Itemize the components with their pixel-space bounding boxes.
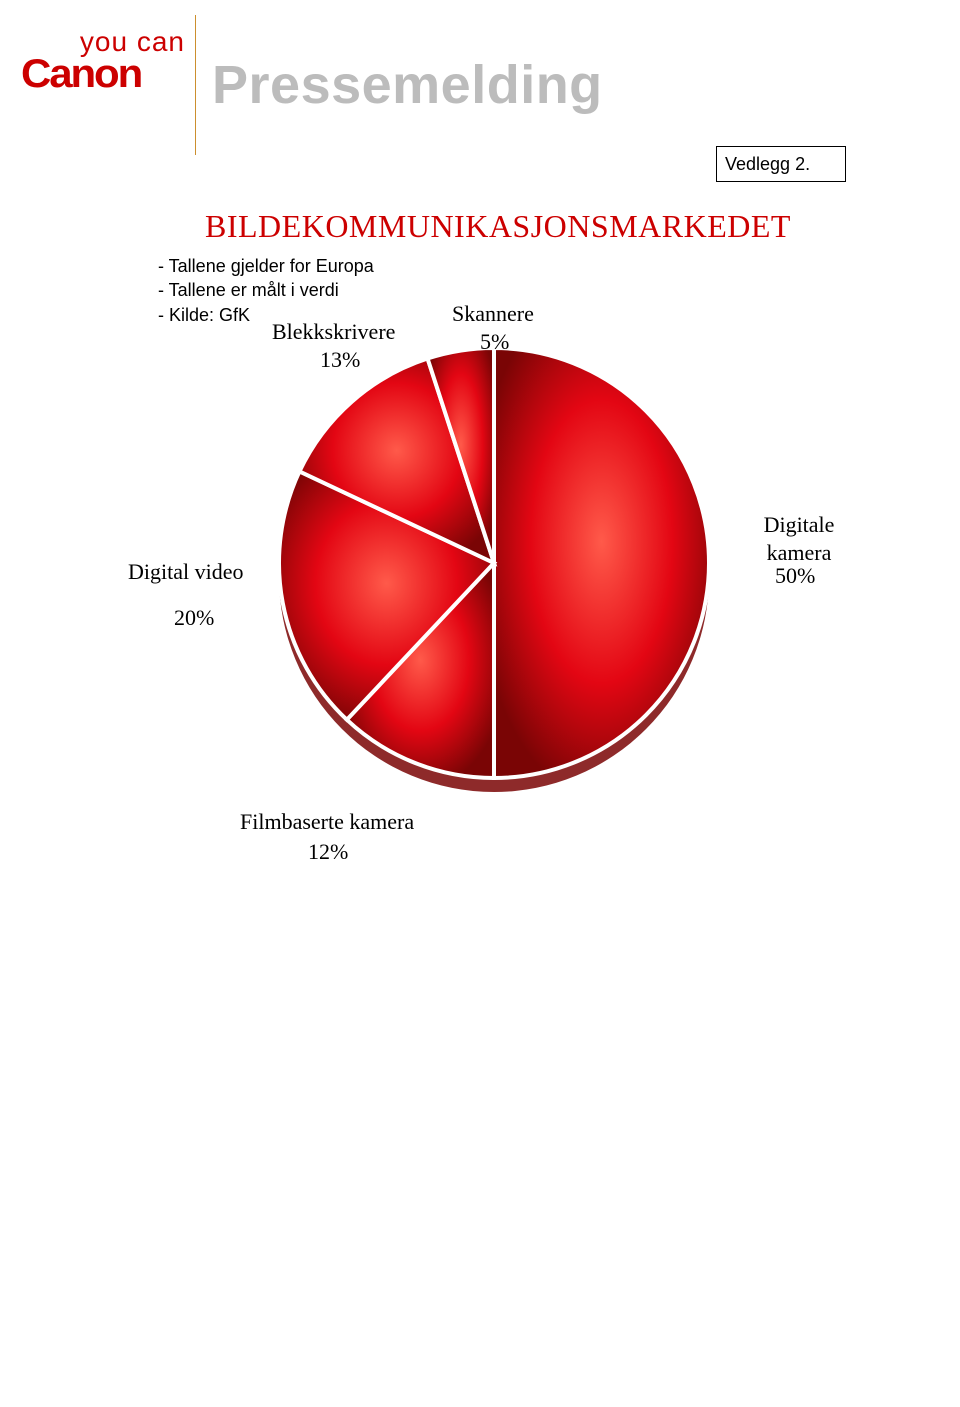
vedlegg-box: Vedlegg 2. <box>716 146 846 182</box>
main-title: Pressemelding <box>212 54 603 116</box>
chart-label: Digitale kamera <box>734 511 864 566</box>
chart-percent: 12% <box>308 838 348 866</box>
pie-chart-svg <box>124 328 864 888</box>
chart-percent: 5% <box>480 328 509 356</box>
chart-percent: 13% <box>320 346 360 374</box>
subtitle: BILDEKOMMUNIKASJONSMARKEDET <box>205 208 791 245</box>
bullet-1: - Tallene gjelder for Europa <box>158 254 374 278</box>
logo-brand: Canon <box>21 56 189 92</box>
logo-block: you can Canon <box>25 26 185 92</box>
chart-percent: 20% <box>174 604 214 632</box>
bullet-2: - Tallene er målt i verdi <box>158 278 374 302</box>
chart-label: Skannere <box>452 300 534 328</box>
pie-chart-container: Digitale kamera50% Filmbaserte kamera12% D… <box>124 328 864 888</box>
vedlegg-label: Vedlegg 2. <box>725 154 810 175</box>
chart-percent: 50% <box>775 562 815 590</box>
vertical-divider <box>195 15 196 155</box>
pie-slice <box>494 348 709 778</box>
chart-label: Blekkskrivere <box>272 318 395 346</box>
bullets-list: - Tallene gjelder for Europa - Tallene e… <box>158 254 374 327</box>
chart-label: Filmbaserte kamera <box>240 808 414 836</box>
chart-label: Digital video <box>128 558 243 586</box>
